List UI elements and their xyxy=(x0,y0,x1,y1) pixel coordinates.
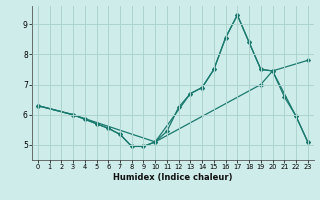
X-axis label: Humidex (Indice chaleur): Humidex (Indice chaleur) xyxy=(113,173,233,182)
